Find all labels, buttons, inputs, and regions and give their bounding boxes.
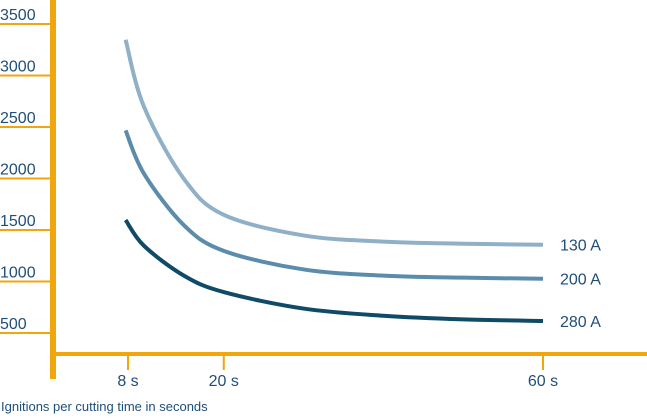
series-line-200a bbox=[123, 129, 544, 281]
series-label: 280 A bbox=[560, 314, 601, 331]
y-tick-label: 3000 bbox=[0, 59, 36, 76]
y-tick-label: 1000 bbox=[0, 265, 36, 282]
x-axis-line bbox=[50, 352, 647, 356]
series-label: 200 A bbox=[560, 272, 601, 289]
y-tick-label: 500 bbox=[0, 316, 27, 333]
y-tick-label: 3500 bbox=[0, 7, 36, 24]
y-tick-label: 2000 bbox=[0, 162, 36, 179]
series-line-130a bbox=[123, 39, 544, 247]
series-layer bbox=[123, 39, 544, 323]
y-tick-label: 2500 bbox=[0, 110, 36, 127]
x-tick-label: 8 s bbox=[117, 373, 138, 390]
x-tick-label: 60 s bbox=[528, 373, 558, 390]
x-tick-label: 20 s bbox=[209, 373, 239, 390]
y-axis-ticks: 500 1000 1500 2000 2500 3000 3500 bbox=[0, 7, 53, 334]
x-axis-label: Ignitions per cutting time in seconds bbox=[1, 399, 208, 414]
y-axis-line bbox=[50, 0, 56, 379]
x-axis-ticks: 8 s 20 s 60 s bbox=[117, 354, 558, 390]
series-line-280a bbox=[123, 218, 544, 323]
y-tick-label: 1500 bbox=[0, 213, 36, 230]
series-label: 130 A bbox=[560, 238, 601, 255]
series-labels: 130 A 200 A 280 A bbox=[560, 238, 601, 331]
